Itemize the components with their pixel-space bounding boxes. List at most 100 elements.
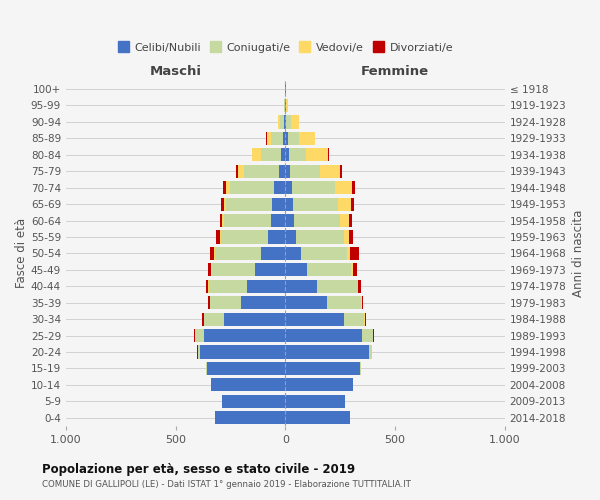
Bar xyxy=(286,296,327,310)
Bar xyxy=(214,247,215,260)
Bar xyxy=(236,164,238,178)
Bar xyxy=(251,148,253,162)
Bar xyxy=(365,312,367,326)
Bar xyxy=(206,280,208,293)
Text: COMUNE DI GALLIPOLI (LE) - Dati ISTAT 1° gennaio 2019 - Elaborazione TUTTITALIA.: COMUNE DI GALLIPOLI (LE) - Dati ISTAT 1°… xyxy=(42,480,411,489)
Bar xyxy=(335,181,352,194)
Bar xyxy=(224,312,286,326)
Bar xyxy=(222,394,286,408)
Bar xyxy=(244,164,279,178)
Bar xyxy=(209,296,241,310)
Bar xyxy=(283,132,286,145)
Bar xyxy=(215,411,286,424)
Bar xyxy=(204,312,224,326)
Bar xyxy=(347,247,350,260)
Bar xyxy=(221,198,224,210)
Bar xyxy=(344,312,364,326)
Bar xyxy=(294,214,340,227)
Bar xyxy=(230,181,274,194)
Bar xyxy=(271,132,283,145)
Bar xyxy=(284,99,285,112)
Bar xyxy=(286,394,344,408)
Bar xyxy=(317,280,358,293)
Bar xyxy=(261,148,281,162)
Bar xyxy=(278,116,280,128)
Bar xyxy=(358,280,361,293)
Bar xyxy=(286,164,290,178)
Bar xyxy=(286,247,301,260)
Bar xyxy=(286,329,362,342)
Text: Maschi: Maschi xyxy=(149,66,202,78)
Bar xyxy=(267,132,271,145)
Bar xyxy=(362,296,363,310)
Bar xyxy=(320,164,340,178)
Bar xyxy=(271,214,286,227)
Bar xyxy=(286,214,294,227)
Bar xyxy=(220,230,221,243)
Bar xyxy=(284,116,286,128)
Bar xyxy=(296,230,344,243)
Bar xyxy=(286,132,287,145)
Y-axis label: Anni di nascita: Anni di nascita xyxy=(572,210,585,297)
Bar xyxy=(268,230,286,243)
Bar xyxy=(286,378,353,392)
Text: Femmine: Femmine xyxy=(361,66,429,78)
Bar xyxy=(349,214,352,227)
Bar xyxy=(286,181,292,194)
Bar xyxy=(340,164,342,178)
Bar xyxy=(210,247,214,260)
Bar xyxy=(349,230,353,243)
Bar xyxy=(307,264,351,276)
Bar xyxy=(220,214,222,227)
Bar xyxy=(306,148,328,162)
Bar xyxy=(344,230,349,243)
Bar xyxy=(247,280,286,293)
Bar xyxy=(286,198,293,210)
Bar xyxy=(351,198,354,210)
Bar xyxy=(289,148,306,162)
Bar xyxy=(211,378,286,392)
Bar xyxy=(369,346,372,358)
Bar xyxy=(286,280,317,293)
Bar xyxy=(286,264,307,276)
Bar xyxy=(286,116,291,128)
Bar xyxy=(299,132,315,145)
Bar xyxy=(286,99,287,112)
Bar xyxy=(286,312,344,326)
Bar xyxy=(200,346,286,358)
Bar xyxy=(360,362,361,375)
Bar xyxy=(286,346,369,358)
Bar xyxy=(253,148,261,162)
Bar xyxy=(274,181,286,194)
Bar xyxy=(291,116,299,128)
Bar xyxy=(301,247,347,260)
Bar xyxy=(286,230,296,243)
Bar xyxy=(280,116,284,128)
Bar xyxy=(292,181,335,194)
Bar xyxy=(206,362,208,375)
Bar xyxy=(286,148,289,162)
Bar xyxy=(226,181,230,194)
Bar xyxy=(254,264,286,276)
Bar xyxy=(222,214,224,227)
Bar xyxy=(340,214,349,227)
Bar xyxy=(194,329,196,342)
Bar xyxy=(197,346,200,358)
Bar xyxy=(353,264,357,276)
Bar xyxy=(226,198,272,210)
Bar xyxy=(224,214,271,227)
Bar xyxy=(373,329,374,342)
Bar xyxy=(351,264,353,276)
Bar xyxy=(208,264,211,276)
Bar xyxy=(328,148,329,162)
Bar xyxy=(279,164,286,178)
Bar xyxy=(196,329,204,342)
Bar xyxy=(215,247,261,260)
Legend: Celibi/Nubili, Coniugati/e, Vedovi/e, Divorziati/e: Celibi/Nubili, Coniugati/e, Vedovi/e, Di… xyxy=(113,38,458,58)
Bar xyxy=(208,362,286,375)
Bar xyxy=(223,181,226,194)
Bar xyxy=(241,296,286,310)
Bar xyxy=(216,230,220,243)
Bar xyxy=(202,312,204,326)
Bar xyxy=(208,296,209,310)
